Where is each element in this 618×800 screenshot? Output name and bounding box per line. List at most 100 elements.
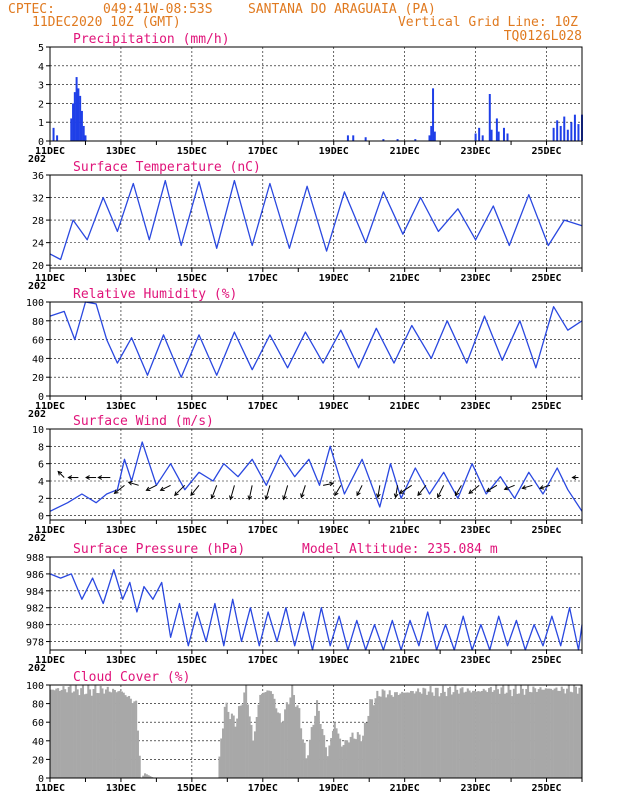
y-tick-label: 100	[26, 298, 44, 309]
cloud-bar	[505, 692, 508, 778]
year-fragment: 202	[28, 663, 46, 674]
y-tick-label: 32	[32, 194, 44, 205]
cloud-bar	[234, 726, 237, 778]
x-tick-label: 15DEC	[177, 525, 207, 536]
x-tick-label: 13DEC	[106, 525, 136, 536]
wind-arrow	[454, 485, 462, 496]
cloud-bar	[64, 689, 67, 778]
cloud-bar	[532, 686, 535, 778]
cloud-bar	[449, 686, 452, 778]
precip-bar	[84, 135, 87, 141]
panel-frame	[49, 301, 583, 397]
precip-bar	[478, 127, 481, 141]
precip-bar	[75, 77, 78, 141]
cloud-bar	[557, 690, 560, 778]
panel-5: 978 980 982 984 986 988 11DEC 13DEC 15DEC 17DEC 19…	[26, 542, 583, 674]
precip-bar	[346, 135, 349, 141]
cloud-bar	[87, 685, 90, 778]
cloud-bar	[131, 703, 134, 778]
cloud-bar	[259, 694, 262, 778]
cloud-bar	[436, 687, 439, 778]
cloud-bar	[308, 739, 311, 778]
cloud-bar	[459, 688, 462, 778]
cloud-bar	[97, 693, 100, 778]
cloud-bar	[413, 693, 416, 778]
cloud-bar	[534, 688, 537, 778]
year-fragment: 202	[28, 281, 46, 292]
cloud-bar	[484, 690, 487, 778]
y-tick-label: 60	[32, 718, 44, 729]
cloud-bar	[253, 731, 257, 778]
wind-arrow-head	[521, 485, 527, 490]
cloud-bar	[218, 756, 221, 778]
cloud-bar	[422, 687, 425, 778]
cloud-bar	[117, 691, 120, 778]
cloud-bar	[363, 722, 366, 778]
wind-arrow-head	[329, 481, 335, 487]
cloud-bar	[470, 692, 473, 778]
cloud-bar	[65, 692, 69, 778]
y-tick-label: 28	[32, 216, 44, 227]
cloud-bar	[440, 693, 443, 778]
y-tick-label: 36	[32, 171, 44, 182]
cloud-bar	[468, 690, 471, 778]
cloud-bar	[560, 686, 563, 778]
cloud-bar	[76, 689, 79, 778]
y-tick-label: 8	[38, 442, 44, 453]
cloud-bar	[482, 688, 485, 778]
x-tick-label: 15DEC	[177, 783, 207, 794]
wind-arrow-head	[127, 481, 133, 486]
x-tick-label: 23DEC	[461, 655, 491, 666]
cloud-bar	[454, 685, 457, 778]
cloud-bar	[404, 692, 407, 778]
cloud-bar	[103, 693, 106, 778]
wind-arrow	[300, 485, 306, 498]
cloud-bar	[248, 716, 251, 778]
cloud-bar	[257, 704, 260, 778]
cloud-bar	[51, 689, 54, 778]
cloud-bar	[574, 686, 577, 778]
x-tick-label: 13DEC	[106, 655, 136, 666]
wind-arrow	[504, 484, 515, 490]
header-grid-note: Vertical Grid Line: 10Z	[398, 15, 578, 30]
y-tick-label: 0	[38, 137, 44, 148]
cloud-bar	[383, 690, 386, 778]
cloud-bar	[230, 713, 233, 778]
x-tick-label: 23DEC	[461, 273, 491, 284]
wind-arrow-head	[97, 475, 103, 480]
wind-arrow	[265, 485, 271, 500]
cloud-bar	[312, 724, 315, 778]
panel-4: 0 2 4 6 8 10 11DEC 13DEC 15DEC 17DEC 19DEC 21DEC 23D…	[28, 414, 583, 544]
cloud-bar	[566, 688, 569, 778]
wind-arrow-head	[485, 487, 491, 492]
cloud-bar	[353, 738, 356, 778]
cloud-bar	[427, 691, 430, 778]
x-tick-label: 23DEC	[461, 146, 491, 157]
cloud-bar	[266, 690, 269, 778]
panel-title: Surface Wind (m/s)	[73, 414, 214, 429]
cloud-bar	[564, 693, 567, 778]
precip-bar	[80, 110, 83, 141]
cloud-bar	[452, 692, 455, 778]
cloud-bar	[250, 724, 253, 778]
x-tick-label: 19DEC	[319, 655, 349, 666]
y-tick-label: 40	[32, 354, 44, 365]
cloud-bar	[381, 689, 384, 778]
cloud-bar	[573, 685, 576, 778]
wind-arrow-head	[85, 475, 90, 480]
y-tick-label: 5	[38, 43, 44, 54]
wind-arrow	[174, 484, 186, 496]
wind-arrow-head	[210, 494, 216, 500]
cloud-bar	[378, 696, 381, 778]
cloud-bar	[136, 730, 139, 778]
cloud-bar	[372, 705, 375, 778]
cloud-bar	[537, 689, 540, 778]
cloud-bar	[347, 742, 350, 778]
x-tick-label: 17DEC	[248, 146, 278, 157]
wind-arrow-head	[503, 485, 509, 491]
cloud-bar	[342, 745, 345, 778]
x-tick-label: 11DEC	[35, 525, 65, 536]
y-tick-label: 80	[32, 700, 44, 711]
x-tick-label: 17DEC	[248, 525, 278, 536]
wind-arrow	[248, 485, 253, 500]
